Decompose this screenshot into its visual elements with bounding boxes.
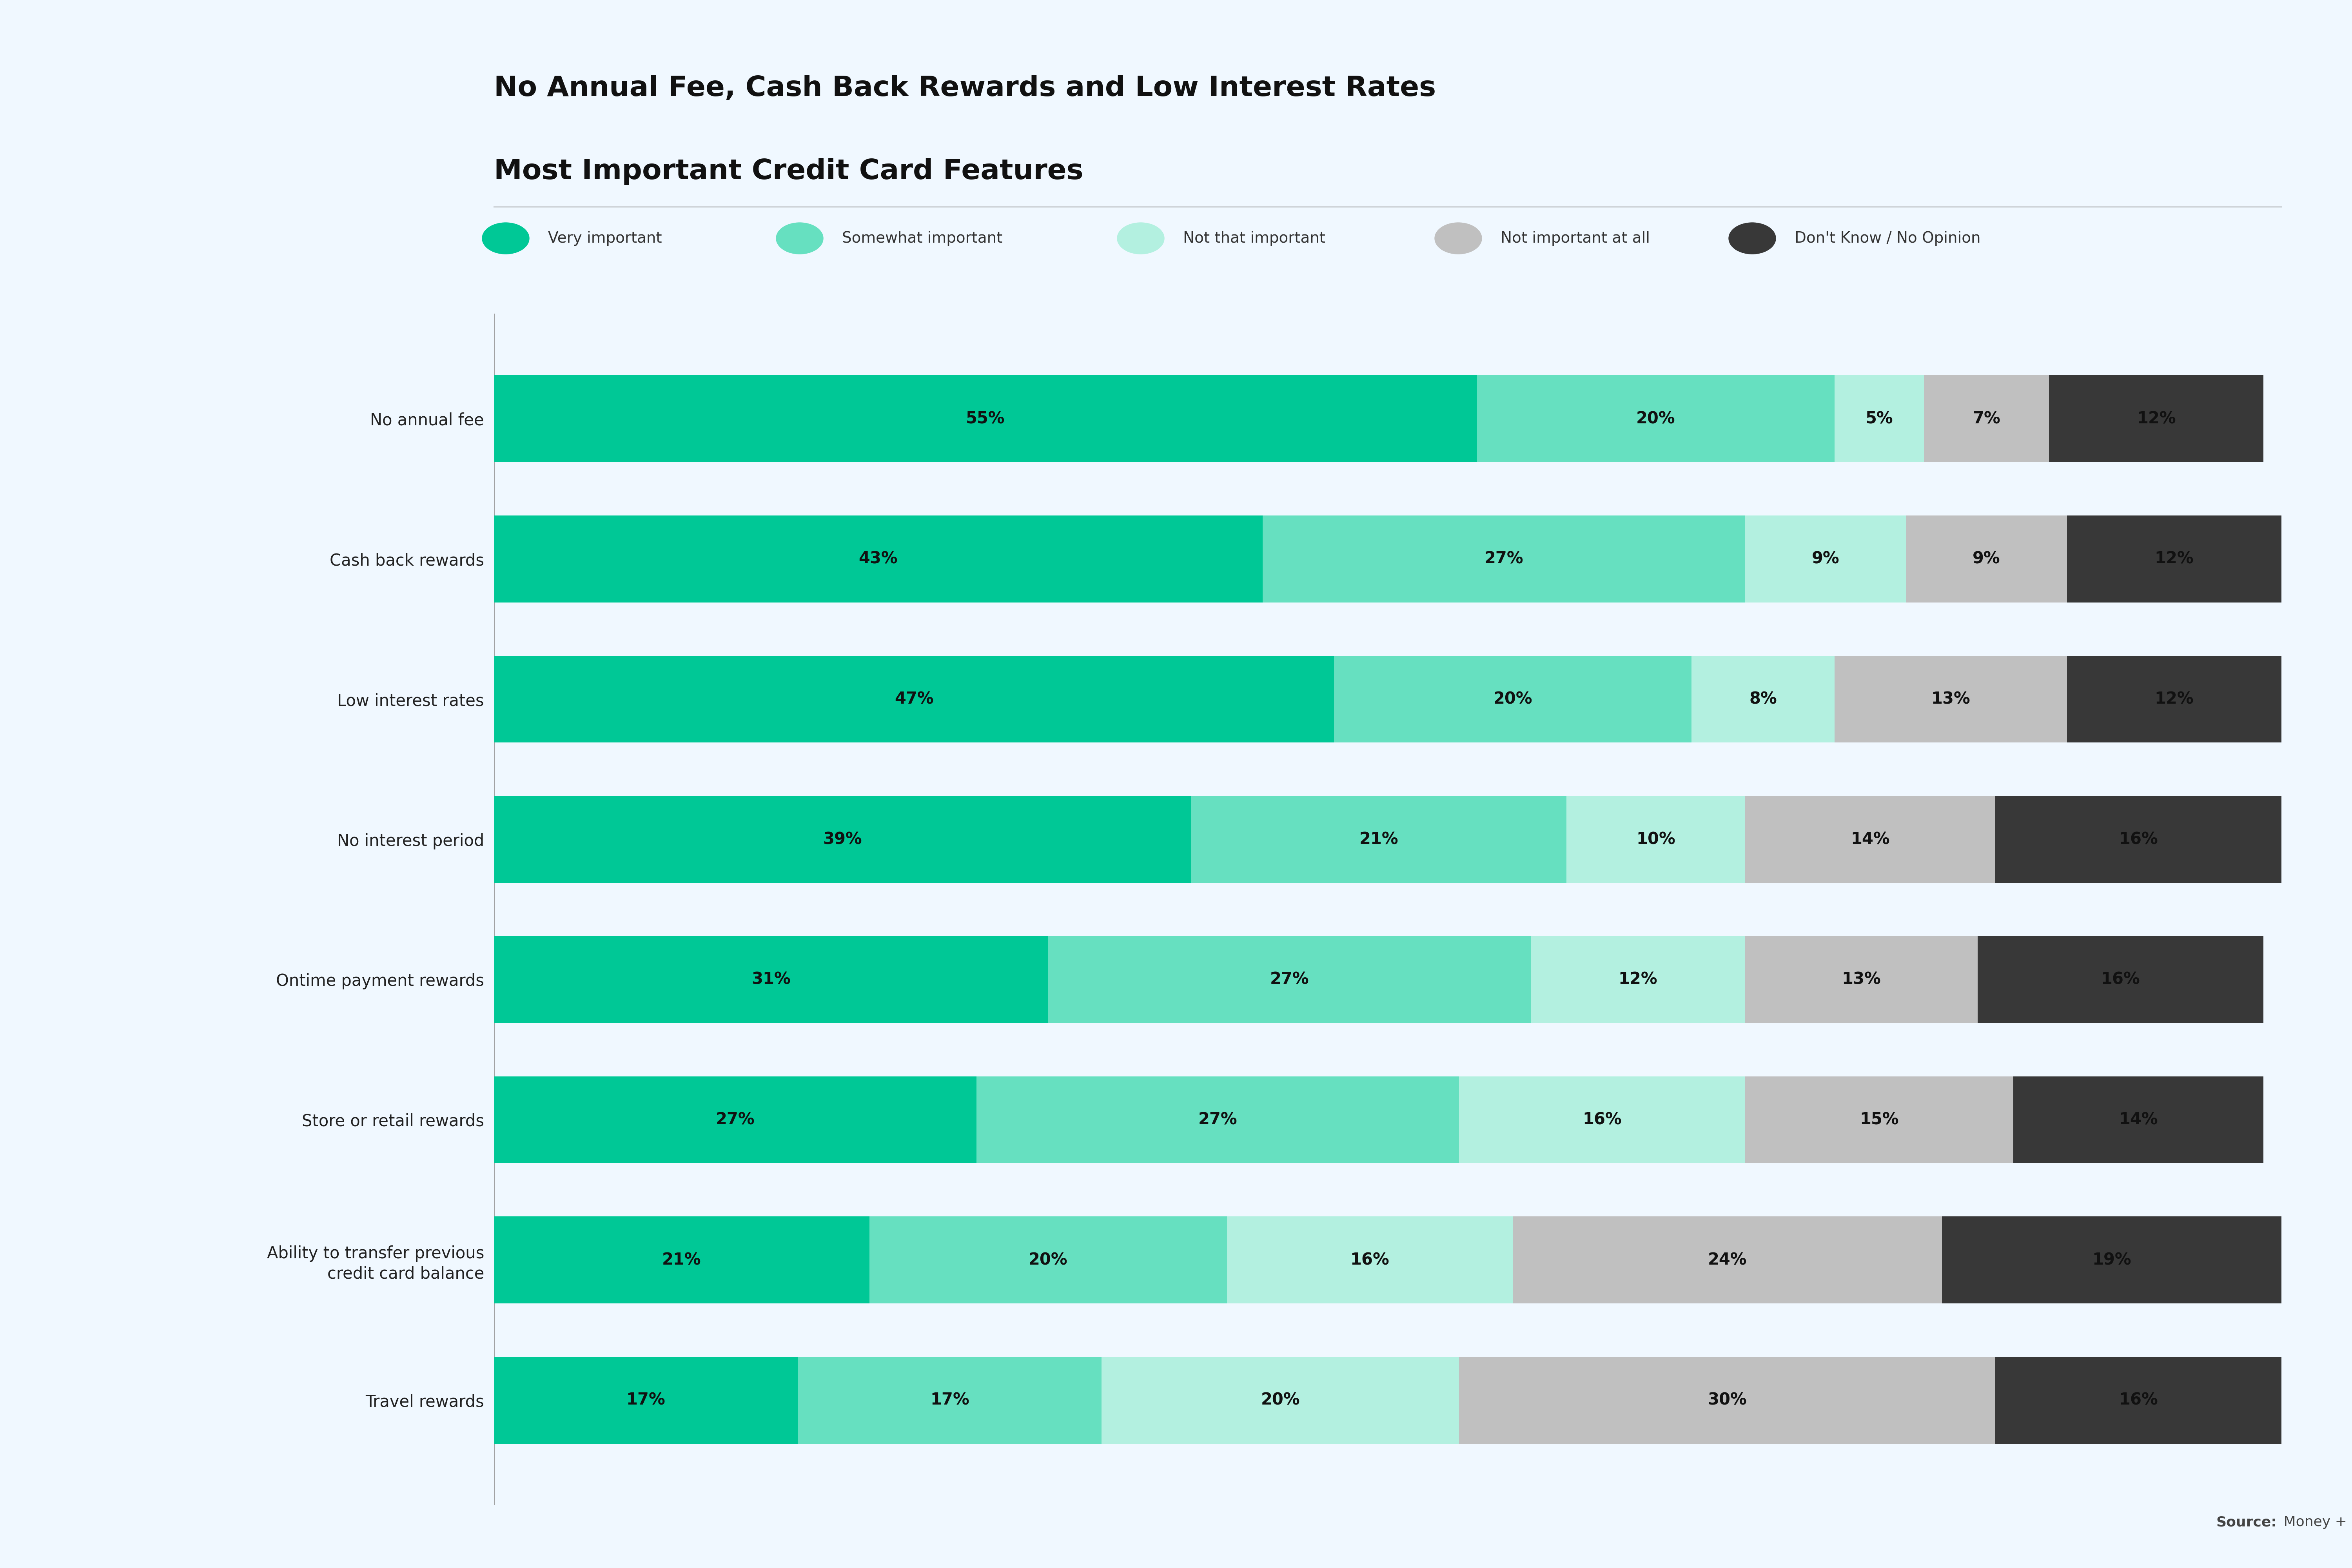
Bar <box>494 655 1334 743</box>
Text: Very important: Very important <box>548 230 661 246</box>
Text: 10%: 10% <box>1637 831 1675 848</box>
Text: 12%: 12% <box>1618 971 1658 988</box>
Text: 55%: 55% <box>967 411 1004 426</box>
Text: Not important at all: Not important at all <box>1501 230 1651 246</box>
Text: 13%: 13% <box>1931 691 1971 707</box>
Text: 21%: 21% <box>661 1251 701 1269</box>
Text: 17%: 17% <box>929 1392 969 1408</box>
Text: 9%: 9% <box>1811 550 1839 568</box>
Text: 27%: 27% <box>1270 971 1310 988</box>
Bar <box>1745 516 1905 602</box>
Text: 13%: 13% <box>1842 971 1882 988</box>
Text: 20%: 20% <box>1028 1251 1068 1269</box>
Text: 27%: 27% <box>1484 550 1524 568</box>
Text: Somewhat important: Somewhat important <box>842 230 1002 246</box>
Bar <box>2067 516 2281 602</box>
Bar <box>1477 375 1835 463</box>
Bar <box>494 1076 976 1163</box>
Bar <box>1745 797 1994 883</box>
Text: 12%: 12% <box>2154 691 2194 707</box>
Text: 21%: 21% <box>1359 831 1399 848</box>
Bar <box>1745 936 1978 1022</box>
Bar <box>976 1076 1458 1163</box>
Text: 7%: 7% <box>1973 411 1999 426</box>
Bar <box>1835 375 1924 463</box>
Text: Source:: Source: <box>2216 1515 2277 1529</box>
Text: Not that important: Not that important <box>1183 230 1324 246</box>
Bar <box>1263 516 1745 602</box>
Text: 16%: 16% <box>1350 1251 1390 1269</box>
Bar <box>1190 797 1566 883</box>
Text: 27%: 27% <box>1197 1112 1237 1127</box>
Bar <box>1334 655 1691 743</box>
Bar <box>494 1356 797 1444</box>
Text: Don't Know / No Opinion: Don't Know / No Opinion <box>1795 230 1980 246</box>
Bar <box>1835 655 2067 743</box>
Bar <box>2049 375 2263 463</box>
Text: 16%: 16% <box>2119 1392 2159 1408</box>
Text: 12%: 12% <box>2136 411 2176 426</box>
Text: 47%: 47% <box>894 691 934 707</box>
Bar <box>1049 936 1531 1022</box>
Bar <box>494 936 1049 1022</box>
Text: Money + Morning Consult: Money + Morning Consult <box>2279 1515 2352 1529</box>
Bar <box>1905 516 2067 602</box>
Text: 9%: 9% <box>1973 550 1999 568</box>
Bar <box>870 1217 1228 1303</box>
Bar <box>1531 936 1745 1022</box>
Bar <box>1101 1356 1458 1444</box>
Bar <box>1924 375 2049 463</box>
Bar <box>1943 1217 2281 1303</box>
Text: 16%: 16% <box>2119 831 2159 848</box>
Bar <box>494 375 1477 463</box>
Text: 43%: 43% <box>858 550 898 568</box>
Bar <box>1978 936 2263 1022</box>
Text: 24%: 24% <box>1708 1251 1748 1269</box>
Text: 27%: 27% <box>715 1112 755 1127</box>
Bar <box>797 1356 1101 1444</box>
Text: 16%: 16% <box>2100 971 2140 988</box>
Text: 12%: 12% <box>2154 550 2194 568</box>
Text: No Annual Fee, Cash Back Rewards and Low Interest Rates: No Annual Fee, Cash Back Rewards and Low… <box>494 75 1437 102</box>
Bar <box>494 516 1263 602</box>
Bar <box>2067 655 2281 743</box>
Text: Most Important Credit Card Features: Most Important Credit Card Features <box>494 158 1084 185</box>
Bar <box>1512 1217 1943 1303</box>
Text: 5%: 5% <box>1865 411 1893 426</box>
Text: 14%: 14% <box>2119 1112 2159 1127</box>
Bar <box>1458 1356 1994 1444</box>
Text: 16%: 16% <box>1583 1112 1623 1127</box>
Text: 20%: 20% <box>1637 411 1675 426</box>
Text: 17%: 17% <box>626 1392 666 1408</box>
Bar <box>1228 1217 1512 1303</box>
Bar <box>1458 1076 1745 1163</box>
Bar <box>1994 1356 2281 1444</box>
Bar <box>1691 655 1835 743</box>
Text: 19%: 19% <box>2091 1251 2131 1269</box>
Bar <box>494 1217 870 1303</box>
Text: 30%: 30% <box>1708 1392 1748 1408</box>
Bar <box>494 797 1190 883</box>
Text: 31%: 31% <box>750 971 790 988</box>
Bar <box>1994 797 2281 883</box>
Text: 14%: 14% <box>1851 831 1891 848</box>
Bar <box>1566 797 1745 883</box>
Text: 8%: 8% <box>1750 691 1776 707</box>
Bar <box>1745 1076 2013 1163</box>
Text: 20%: 20% <box>1494 691 1534 707</box>
Text: 15%: 15% <box>1860 1112 1898 1127</box>
Bar <box>2013 1076 2263 1163</box>
Text: 39%: 39% <box>823 831 863 848</box>
Text: 20%: 20% <box>1261 1392 1301 1408</box>
